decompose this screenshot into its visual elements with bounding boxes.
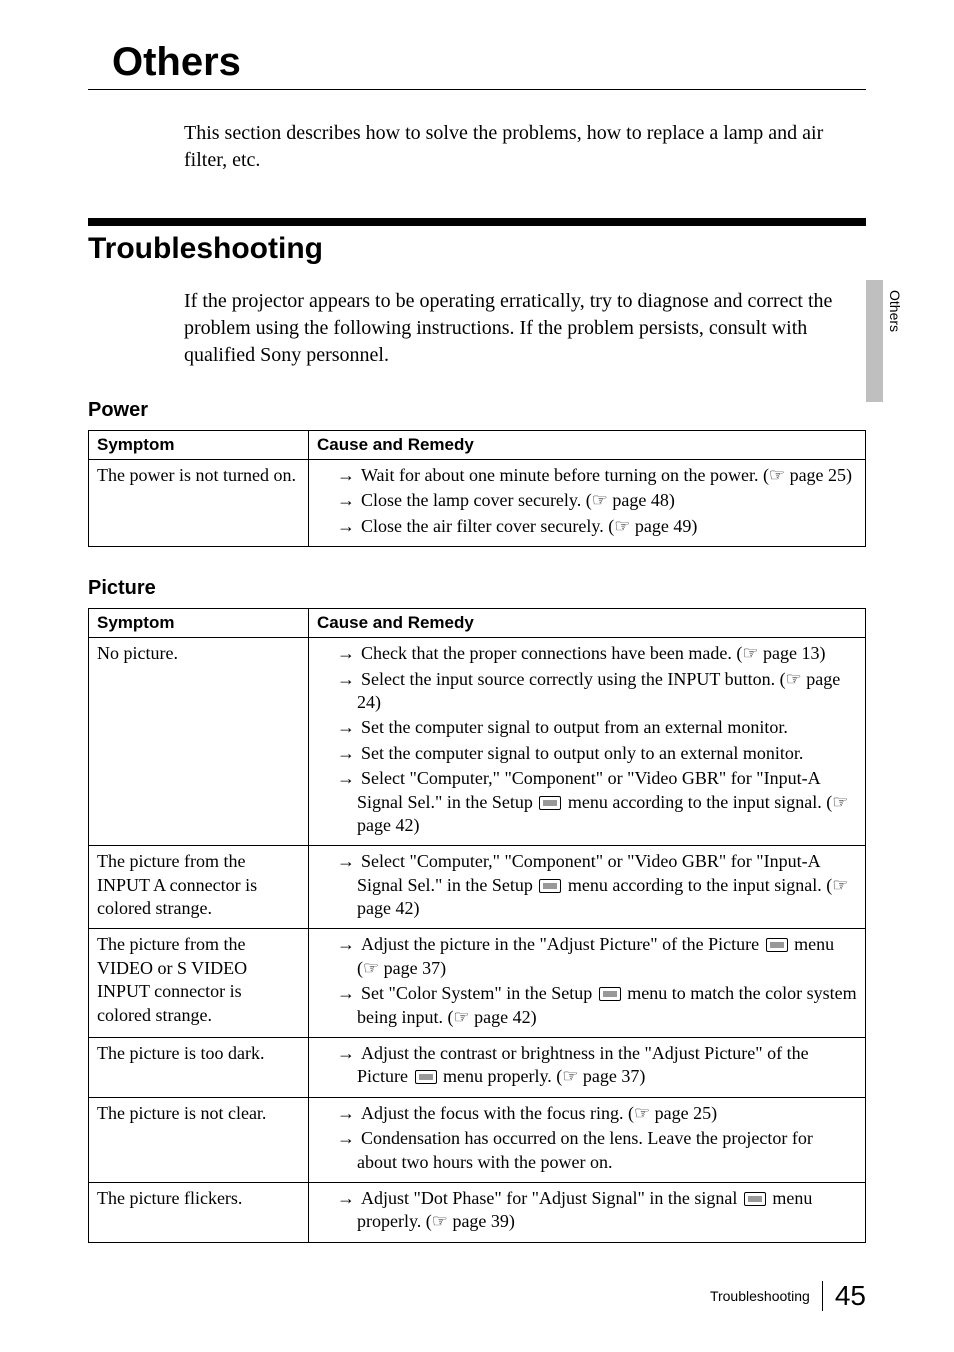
chapter-rule — [88, 89, 866, 90]
power-col-symptom: Symptom — [89, 431, 309, 460]
symptom-cell: The picture from the INPUT A connector i… — [89, 846, 309, 929]
remedy-list: Wait for about one minute before turning… — [317, 464, 857, 538]
remedy-item: Adjust the picture in the "Adjust Pictur… — [337, 933, 857, 980]
symptom-cell: No picture. — [89, 638, 309, 846]
remedy-list: Adjust "Dot Phase" for "Adjust Signal" i… — [317, 1187, 857, 1234]
table-row: The picture from the INPUT A connector i… — [89, 846, 866, 929]
power-heading: Power — [88, 399, 866, 422]
remedy-cell: Check that the proper connections have b… — [309, 638, 866, 846]
remedy-item: Set "Color System" in the Setup menu to … — [337, 982, 857, 1029]
table-row: No picture. Check that the proper connect… — [89, 638, 866, 846]
power-col-remedy: Cause and Remedy — [309, 431, 866, 460]
side-tab-label: Others — [887, 290, 903, 332]
remedy-item: Close the lamp cover securely. (☞ page 4… — [337, 489, 857, 512]
symptom-cell: The picture flickers. — [89, 1182, 309, 1242]
menu-icon — [415, 1070, 437, 1084]
menu-icon — [744, 1192, 766, 1206]
remedy-item: Select "Computer," "Component" or "Video… — [337, 850, 857, 920]
remedy-item: Select "Computer," "Component" or "Video… — [337, 767, 857, 837]
remedy-cell: Wait for about one minute before turning… — [309, 460, 866, 547]
picture-col-symptom: Symptom — [89, 609, 309, 638]
menu-icon — [539, 796, 561, 810]
remedy-item: Set the computer signal to output only t… — [337, 742, 857, 765]
symptom-cell: The picture from the VIDEO or S VIDEO IN… — [89, 929, 309, 1038]
section-intro: If the projector appears to be operating… — [88, 288, 866, 369]
table-row: The picture is not clear. Adjust the focu… — [89, 1097, 866, 1182]
remedy-cell: Adjust the focus with the focus ring. (☞… — [309, 1097, 866, 1182]
remedy-cell: Adjust the picture in the "Adjust Pictur… — [309, 929, 866, 1038]
side-tab — [866, 280, 883, 402]
picture-heading: Picture — [88, 577, 866, 600]
chapter-title: Others — [88, 40, 866, 85]
remedy-item: Close the air filter cover securely. (☞ … — [337, 515, 857, 538]
remedy-list: Select "Computer," "Component" or "Video… — [317, 850, 857, 920]
picture-table: Symptom Cause and Remedy No picture. Chec… — [88, 608, 866, 1243]
remedy-list: Check that the proper connections have b… — [317, 642, 857, 837]
page-content: Others This section describes how to sol… — [0, 0, 954, 1243]
table-row: The power is not turned on. Wait for abou… — [89, 460, 866, 547]
remedy-cell: Select "Computer," "Component" or "Video… — [309, 846, 866, 929]
remedy-item: Check that the proper connections have b… — [337, 642, 857, 665]
table-row: The picture flickers. Adjust "Dot Phase" … — [89, 1182, 866, 1242]
remedy-item: Adjust the contrast or brightness in the… — [337, 1042, 857, 1089]
remedy-item: Condensation has occurred on the lens. L… — [337, 1127, 857, 1174]
remedy-list: Adjust the focus with the focus ring. (☞… — [317, 1102, 857, 1174]
remedy-cell: Adjust the contrast or brightness in the… — [309, 1038, 866, 1098]
menu-icon — [766, 938, 788, 952]
section-title: Troubleshooting — [88, 232, 866, 266]
table-row: The picture from the VIDEO or S VIDEO IN… — [89, 929, 866, 1038]
chapter-intro: This section describes how to solve the … — [88, 120, 866, 174]
remedy-cell: Adjust "Dot Phase" for "Adjust Signal" i… — [309, 1182, 866, 1242]
remedy-item: Adjust "Dot Phase" for "Adjust Signal" i… — [337, 1187, 857, 1234]
remedy-list: Adjust the picture in the "Adjust Pictur… — [317, 933, 857, 1029]
power-table: Symptom Cause and Remedy The power is no… — [88, 430, 866, 547]
picture-col-remedy: Cause and Remedy — [309, 609, 866, 638]
remedy-item: Adjust the focus with the focus ring. (☞… — [337, 1102, 857, 1125]
remedy-item: Select the input source correctly using … — [337, 668, 857, 715]
menu-icon — [539, 879, 561, 893]
remedy-item: Wait for about one minute before turning… — [337, 464, 857, 487]
footer-page-number: 45 — [835, 1280, 866, 1312]
menu-icon — [599, 987, 621, 1001]
footer-sep — [822, 1281, 823, 1311]
remedy-list: Adjust the contrast or brightness in the… — [317, 1042, 857, 1089]
section-bar — [88, 218, 866, 226]
remedy-item: Set the computer signal to output from a… — [337, 716, 857, 739]
symptom-cell: The power is not turned on. — [89, 460, 309, 547]
footer-label: Troubleshooting — [710, 1288, 810, 1304]
page-footer: Troubleshooting 45 — [710, 1280, 866, 1312]
symptom-cell: The picture is not clear. — [89, 1097, 309, 1182]
table-row: The picture is too dark. Adjust the contr… — [89, 1038, 866, 1098]
symptom-cell: The picture is too dark. — [89, 1038, 309, 1098]
